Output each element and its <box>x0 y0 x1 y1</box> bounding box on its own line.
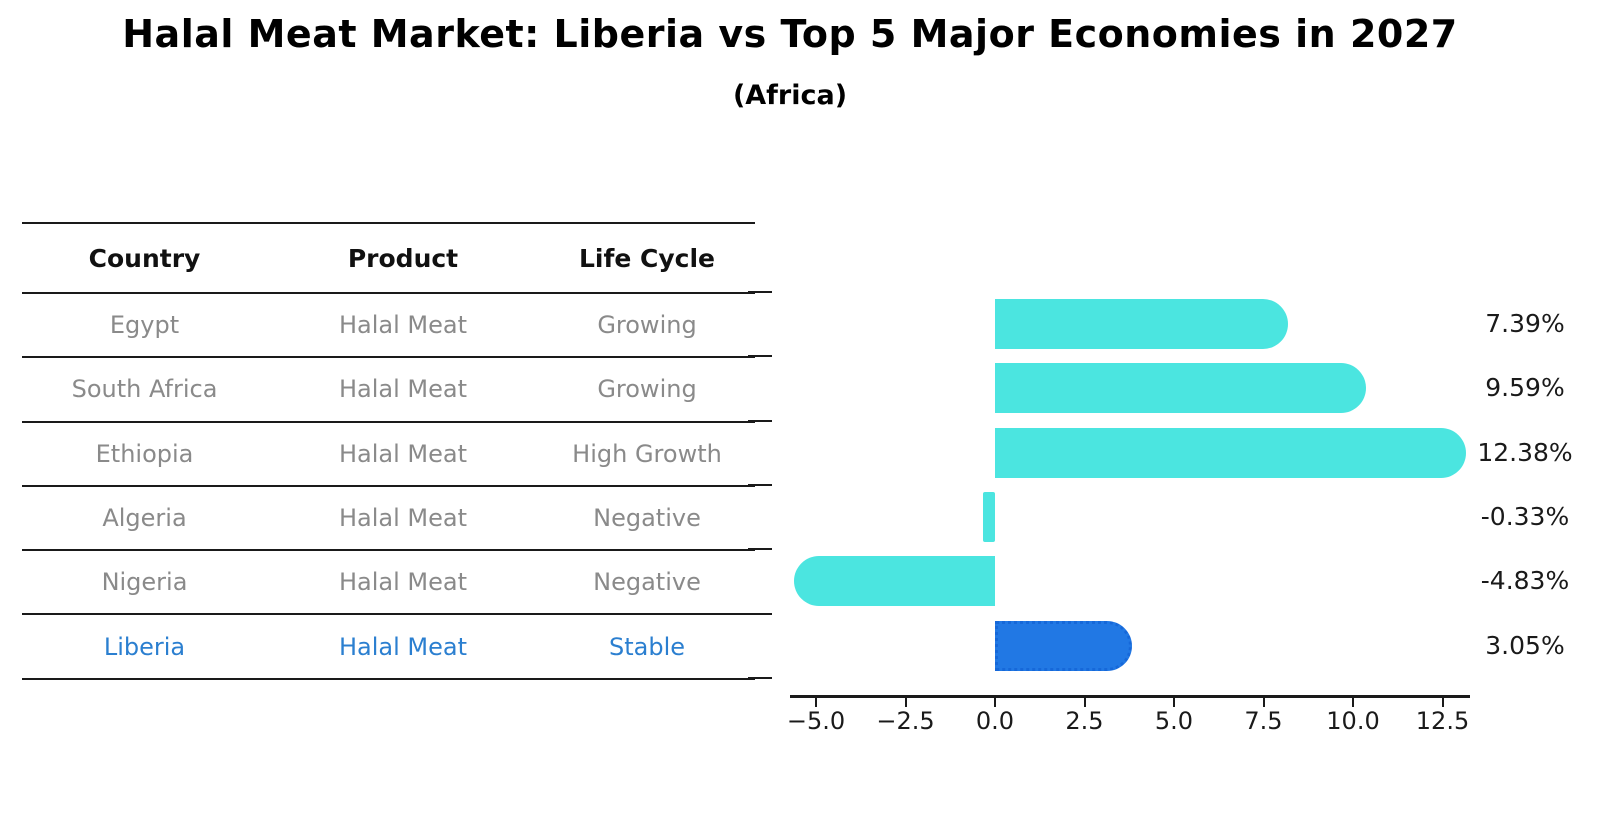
table-cell-life-cycle: Growing <box>597 311 697 340</box>
table-row-egypt: Egypt Halal Meat Growing <box>22 294 755 359</box>
table-header-row: Country Product Life Cycle <box>22 224 755 294</box>
y-tick-mark <box>748 612 772 615</box>
x-tick-label: 5.0 <box>1154 707 1194 735</box>
bar-nigeria <box>794 556 995 607</box>
table-row-nigeria: Nigeria Halal Meat Negative <box>22 551 755 616</box>
x-tick-mark <box>1441 698 1444 707</box>
table-row-ethiopia: Ethiopia Halal Meat High Growth <box>22 423 755 487</box>
table-row-south-africa: South Africa Halal Meat Growing <box>22 358 755 423</box>
value-label-ethiopia: 12.38% <box>1477 437 1573 467</box>
table-header-country: Country <box>88 243 201 273</box>
country-table: Country Product Life Cycle Egypt Halal Me… <box>22 222 755 680</box>
table-cell-country: Liberia <box>103 632 186 661</box>
value-label-nigeria: -4.83% <box>1480 566 1570 596</box>
y-tick-mark <box>748 548 772 551</box>
table-cell-product: Halal Meat <box>338 568 467 597</box>
x-tick-mark <box>815 698 817 707</box>
x-axis-line <box>790 695 1470 698</box>
table-cell-product: Halal Meat <box>338 311 467 340</box>
x-tick-label: 12.5 <box>1415 707 1470 735</box>
table-cell-life-cycle: Negative <box>593 504 701 533</box>
table-header-product: Product <box>347 243 459 273</box>
table-cell-life-cycle: High Growth <box>572 439 722 468</box>
chart-subtitle: (Africa) <box>732 80 848 111</box>
table-row-algeria: Algeria Halal Meat Negative <box>22 487 755 552</box>
x-tick-mark <box>994 698 996 707</box>
value-label-south-africa: 9.59% <box>1485 373 1565 403</box>
x-tick-label: 10.0 <box>1326 707 1380 735</box>
bar-liberia <box>995 620 1133 671</box>
bar-south-africa <box>995 363 1367 414</box>
table-cell-country: Egypt <box>109 311 180 340</box>
value-label-algeria: -0.33% <box>1480 502 1570 532</box>
bar-egypt <box>995 299 1288 350</box>
table-cell-country: South Africa <box>71 375 218 404</box>
x-tick-label: −2.5 <box>876 707 935 735</box>
chart-title: Halal Meat Market: Liberia vs Top 5 Majo… <box>122 12 1458 56</box>
table-header-life-cycle: Life Cycle <box>578 243 716 273</box>
value-label-egypt: 7.39% <box>1485 309 1565 339</box>
table-cell-country: Algeria <box>102 504 187 533</box>
x-tick-label: 0.0 <box>975 707 1015 735</box>
table-row-liberia: Liberia Halal Meat Stable <box>22 615 755 680</box>
table-cell-life-cycle: Negative <box>593 568 701 597</box>
x-tick-mark <box>904 698 907 707</box>
y-tick-mark <box>748 676 772 679</box>
y-tick-mark <box>748 355 772 358</box>
table-cell-product: Halal Meat <box>338 375 467 404</box>
x-tick-mark <box>1352 698 1354 707</box>
table-cell-life-cycle: Growing <box>597 375 697 404</box>
x-tick-label: 2.5 <box>1065 707 1104 735</box>
y-tick-mark <box>748 483 772 486</box>
table-cell-product: Halal Meat <box>338 439 467 468</box>
table-cell-life-cycle: Stable <box>608 632 686 661</box>
y-tick-mark <box>748 291 772 293</box>
value-label-liberia: 3.05% <box>1485 630 1565 660</box>
table-cell-product: Halal Meat <box>338 632 467 661</box>
y-tick-mark <box>748 419 772 422</box>
table-cell-product: Halal Meat <box>338 504 467 533</box>
x-tick-mark <box>1083 698 1086 707</box>
x-tick-label: 7.5 <box>1244 707 1283 735</box>
bar-ethiopia <box>995 427 1467 478</box>
x-tick-mark <box>1173 698 1175 707</box>
table-cell-country: Nigeria <box>101 568 188 597</box>
table-body: Egypt Halal Meat Growing South Africa Halal … <box>22 294 755 680</box>
table-cell-country: Ethiopia <box>95 439 194 468</box>
x-tick-mark <box>1262 698 1265 707</box>
bar-algeria <box>983 492 995 543</box>
x-tick-label: −5.0 <box>786 707 846 735</box>
